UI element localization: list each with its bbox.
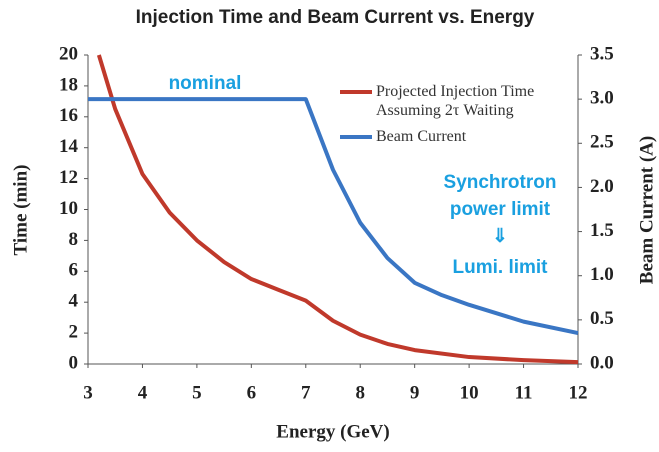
legend-label: Beam Current	[376, 128, 467, 145]
y2-tick-label: 2.0	[590, 176, 614, 197]
y-axis-label: Time (min)	[10, 165, 31, 256]
x-tick-label: 10	[460, 382, 479, 403]
y2-tick-label: 1.0	[590, 264, 614, 285]
legend-label: Projected Injection Time Assuming 2τ Wai…	[376, 83, 535, 119]
x-tick-label: 3	[83, 382, 93, 403]
y2-tick-label: 3.5	[590, 43, 614, 64]
x-tick-label: 4	[138, 382, 148, 403]
x-tick-label: 8	[355, 382, 365, 403]
y-tick-label: 8	[69, 229, 79, 250]
y-tick-label: 0	[69, 352, 79, 373]
chart-title: Injection Time and Beam Current vs. Ener…	[136, 7, 535, 28]
series-line	[88, 97, 579, 336]
y-tick-label: 4	[69, 291, 79, 312]
y-tick-label: 20	[59, 43, 78, 64]
y-tick-label: 6	[69, 260, 79, 281]
x-tick-label: 5	[192, 382, 202, 403]
x-tick-label: 9	[410, 382, 420, 403]
x-axis-label: Energy (GeV)	[276, 421, 389, 442]
y2-tick-label: 1.5	[590, 220, 614, 241]
x-tick-label: 12	[569, 382, 588, 403]
y-tick-label: 10	[59, 198, 78, 219]
y-tick-label: 14	[59, 136, 79, 157]
y-tick-label: 18	[59, 74, 78, 95]
series-line	[96, 54, 579, 365]
y2-tick-label: 3.0	[590, 88, 614, 109]
x-tick-label: 7	[301, 382, 311, 403]
annotation: Synchrotron	[444, 172, 557, 193]
y-tick-label: 2	[69, 321, 79, 342]
annotation: Lumi. limit	[453, 257, 549, 278]
y-tick-label: 12	[59, 167, 78, 188]
y2-tick-label: 0.5	[590, 308, 614, 329]
y2-tick-label: 0.0	[590, 352, 614, 373]
y2-axis-label: Beam Current (A)	[636, 136, 657, 284]
y-tick-label: 16	[59, 105, 78, 126]
y2-tick-label: 2.5	[590, 132, 614, 153]
annotation: ⇓	[492, 226, 508, 247]
annotation: nominal	[169, 73, 242, 94]
x-tick-label: 11	[515, 382, 533, 403]
annotation: power limit	[450, 199, 551, 220]
x-tick-label: 6	[247, 382, 257, 403]
